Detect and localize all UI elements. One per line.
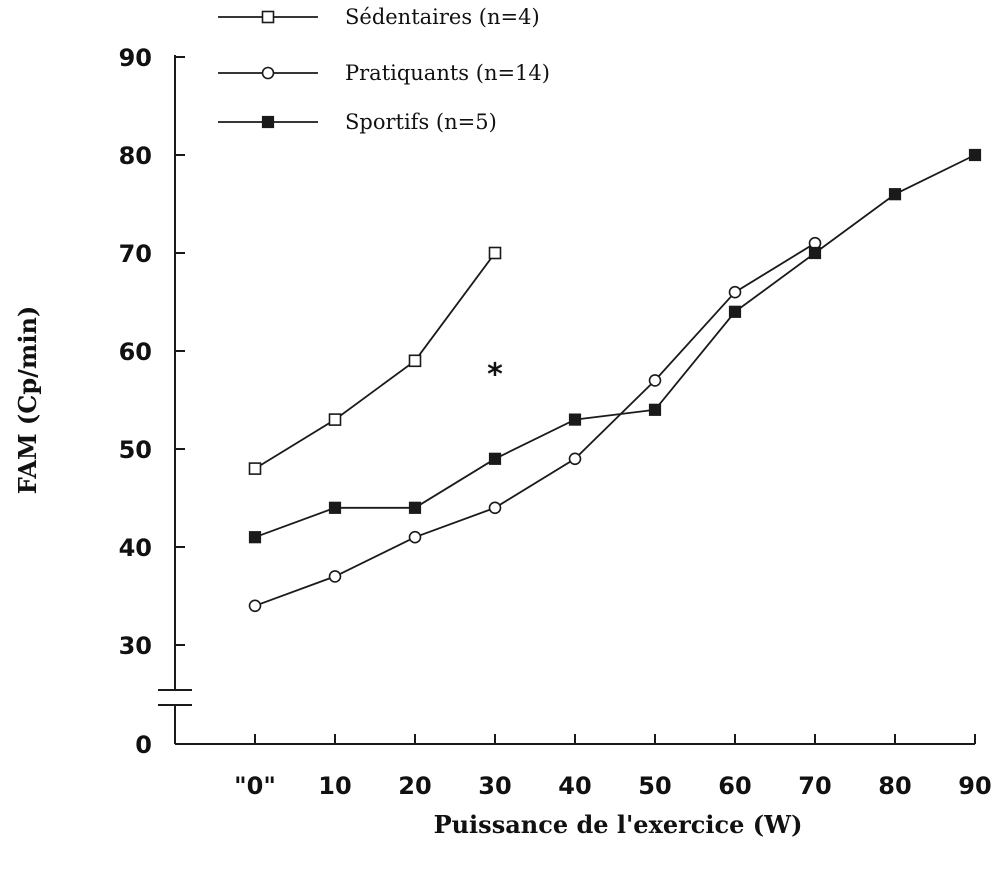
legend-marker bbox=[261, 10, 275, 24]
legend-item-2: Sportifs (n=5) bbox=[218, 110, 497, 134]
data-point bbox=[408, 501, 422, 514]
data-point bbox=[408, 354, 422, 368]
y-tick-label: 0 bbox=[135, 731, 152, 759]
y-tick-label: 90 bbox=[119, 44, 152, 72]
x-tick-label: 30 bbox=[478, 772, 511, 800]
x-tick-label: 20 bbox=[398, 772, 431, 800]
legend-item-1: Pratiquants (n=14) bbox=[218, 61, 550, 85]
x-tick-label: 70 bbox=[798, 772, 831, 800]
data-point bbox=[568, 413, 582, 426]
data-point bbox=[648, 374, 662, 387]
legend-label: Pratiquants (n=14) bbox=[345, 61, 550, 85]
series-2 bbox=[248, 148, 982, 544]
series-1 bbox=[248, 236, 822, 613]
y-tick-label: 50 bbox=[119, 436, 152, 464]
data-point bbox=[968, 148, 982, 162]
data-point bbox=[328, 570, 342, 583]
data-point bbox=[328, 413, 342, 426]
y-axis-title: FAM (Cp/min) bbox=[13, 306, 42, 495]
y-tick-label: 30 bbox=[119, 632, 152, 660]
x-tick-label: 10 bbox=[318, 772, 351, 800]
series-layer bbox=[248, 148, 982, 613]
data-point bbox=[648, 403, 662, 416]
series-line bbox=[254, 242, 816, 607]
data-point bbox=[488, 246, 502, 260]
series-0 bbox=[248, 246, 502, 475]
data-point bbox=[808, 246, 822, 260]
y-tick-label: 60 bbox=[119, 338, 152, 366]
x-tick-label: 60 bbox=[718, 772, 751, 800]
series-line bbox=[254, 154, 976, 539]
x-tick-label: 90 bbox=[958, 772, 991, 800]
data-point bbox=[488, 501, 502, 515]
legend-marker bbox=[261, 66, 275, 80]
data-point bbox=[248, 462, 262, 475]
data-point bbox=[248, 531, 262, 544]
legend: Sédentaires (n=4) Pratiquants (n=14) Sport… bbox=[218, 5, 550, 134]
data-point bbox=[488, 452, 502, 465]
legend-item-0: Sédentaires (n=4) bbox=[218, 5, 540, 29]
x-tick-label: 40 bbox=[558, 772, 591, 800]
y-tick-label: 80 bbox=[119, 142, 152, 170]
legend-label: Sportifs (n=5) bbox=[345, 110, 497, 134]
x-tick-label: "0" bbox=[234, 772, 276, 800]
data-point bbox=[728, 285, 742, 299]
data-point bbox=[328, 501, 342, 514]
x-axis-title: Puissance de l'exercice (W) bbox=[434, 810, 803, 839]
axes: 0 30 40 50 60 70 80 90 "0" 10 20 30 40 50 60 70 80 90 bbox=[119, 44, 992, 800]
legend-label: Sédentaires (n=4) bbox=[345, 5, 540, 29]
data-point bbox=[568, 452, 582, 466]
series-line bbox=[254, 252, 496, 470]
significance-star-annotation: * bbox=[487, 358, 503, 393]
data-point bbox=[248, 599, 262, 613]
x-tick-label: 50 bbox=[638, 772, 671, 800]
y-tick-label: 70 bbox=[119, 240, 152, 268]
data-point bbox=[888, 188, 902, 201]
data-point bbox=[728, 305, 742, 318]
y-tick-label: 40 bbox=[119, 534, 152, 562]
data-point bbox=[408, 530, 422, 544]
x-tick-label: 80 bbox=[878, 772, 911, 800]
legend-marker bbox=[261, 115, 275, 129]
